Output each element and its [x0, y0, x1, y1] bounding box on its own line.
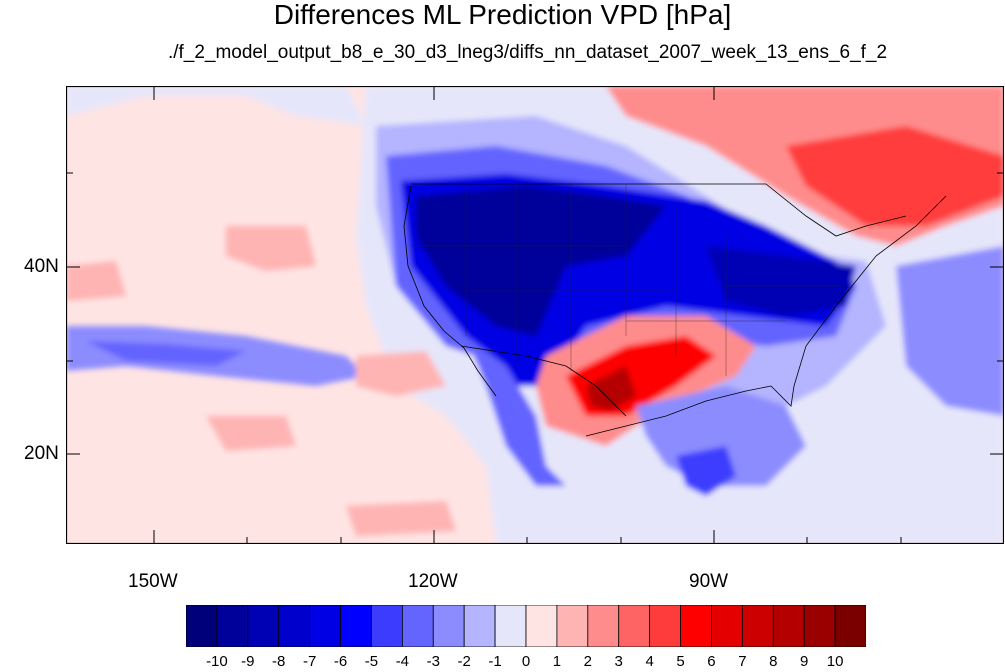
colorbar-swatch: [711, 605, 743, 647]
field-red-pacific-1: [226, 226, 316, 271]
colorbar-tick-label: -6: [333, 653, 348, 670]
colorbar-tick-label: 4: [645, 653, 654, 670]
colorbar-tick-label: 2: [583, 653, 592, 670]
field-blue-west-pacific-mid: [86, 341, 246, 366]
lon-label-90w: 90W: [689, 571, 729, 592]
colorbar-tick-label: -10: [206, 653, 228, 670]
colorbar-swatch: [371, 605, 403, 647]
colorbar-swatch: [432, 605, 465, 647]
colorbar-tick-label: -9: [241, 653, 255, 670]
coastlines: [403, 183, 947, 437]
colorbar-tick-label: -2: [457, 653, 471, 670]
state-borders: [411, 184, 846, 376]
colorbar-tick-label: -4: [395, 653, 410, 670]
field-dark-blue-east: [706, 246, 856, 316]
gulf-coast: [585, 195, 947, 437]
us-mexico-border: [460, 345, 627, 417]
field-light-blue-central-pacific: [66, 86, 366, 126]
colorbar-swatch: [247, 605, 280, 647]
colorbar-tick-label: -1: [488, 653, 502, 670]
field-blue-mexico-coast: [466, 336, 566, 486]
field-red-pacific-2: [356, 351, 446, 396]
colorbar-swatch: [401, 605, 434, 647]
field-strong-red-northeast: [786, 126, 1004, 226]
colorbar-swatch: [340, 605, 372, 647]
lon-label-150w: 150W: [128, 571, 178, 592]
field-dark-blue-core: [416, 186, 666, 336]
colorbar-swatch: [463, 605, 496, 647]
colorbar-swatch: [618, 605, 651, 647]
page-title: Differences ML Prediction VPD [hPa]: [273, 0, 732, 30]
colorbar-tick-label: -8: [272, 653, 286, 670]
colorbar-tick-label: -5: [364, 653, 379, 670]
colorbar-swatch: [216, 605, 249, 647]
colorbar-tick-label: 10: [826, 653, 844, 670]
colorbar-swatch: [525, 605, 558, 647]
colorbar-tick-label: 7: [738, 653, 747, 670]
colorbar-swatch: [649, 605, 681, 647]
colorbar-tick-label: 1: [552, 653, 562, 670]
colorbar-swatch: [556, 605, 589, 647]
colorbar-swatch: [741, 605, 774, 647]
field-red-pacific-5: [66, 261, 126, 301]
colorbar-tick-label: 8: [769, 653, 778, 670]
colorbar-swatch: [309, 605, 341, 647]
map-frame: [66, 86, 1004, 544]
field-darkest-red-texas: [586, 366, 636, 411]
lon-label-120w: 120W: [408, 571, 458, 592]
colorbar-tick-label: 0: [521, 653, 531, 670]
colorbar-swatch: [494, 605, 527, 647]
colorbar-swatch: [278, 605, 311, 647]
lat-label-20n: 20N: [24, 443, 59, 464]
colorbar-tick-label: 6: [707, 653, 716, 670]
field-red-pacific-3: [206, 416, 296, 451]
lon-ticks: [153, 86, 902, 544]
colorbar-swatch: [772, 605, 805, 647]
us-canada-border: [411, 183, 907, 237]
field-blue-east-atlantic: [896, 246, 1004, 416]
colorbar-swatch: [587, 605, 620, 647]
colorbar-tick-label: 5: [676, 653, 685, 670]
page-subtitle: ./f_2_model_output_b8_e_30_d3_lneg3/diff…: [167, 42, 888, 63]
west-coast: [403, 185, 497, 397]
colorbar: [186, 605, 866, 647]
colorbar-swatch: [803, 605, 836, 647]
colorbar-swatch: [186, 605, 218, 647]
colorbar-swatch: [680, 605, 712, 647]
field-red-pacific-4: [346, 501, 456, 536]
colorbar-tick-label: 9: [800, 653, 809, 670]
lat-ticks: [66, 172, 1004, 455]
field-layers: [66, 86, 1004, 544]
colorbar-tick-label: -3: [426, 653, 440, 670]
colorbar-tick-label: 3: [614, 653, 623, 670]
lat-label-40n: 40N: [24, 256, 59, 277]
colorbar-swatch: [834, 605, 866, 647]
field-blue-caribbean: [676, 446, 736, 496]
map-plot: [66, 86, 1004, 544]
colorbar-tick-label: -7: [302, 653, 317, 670]
